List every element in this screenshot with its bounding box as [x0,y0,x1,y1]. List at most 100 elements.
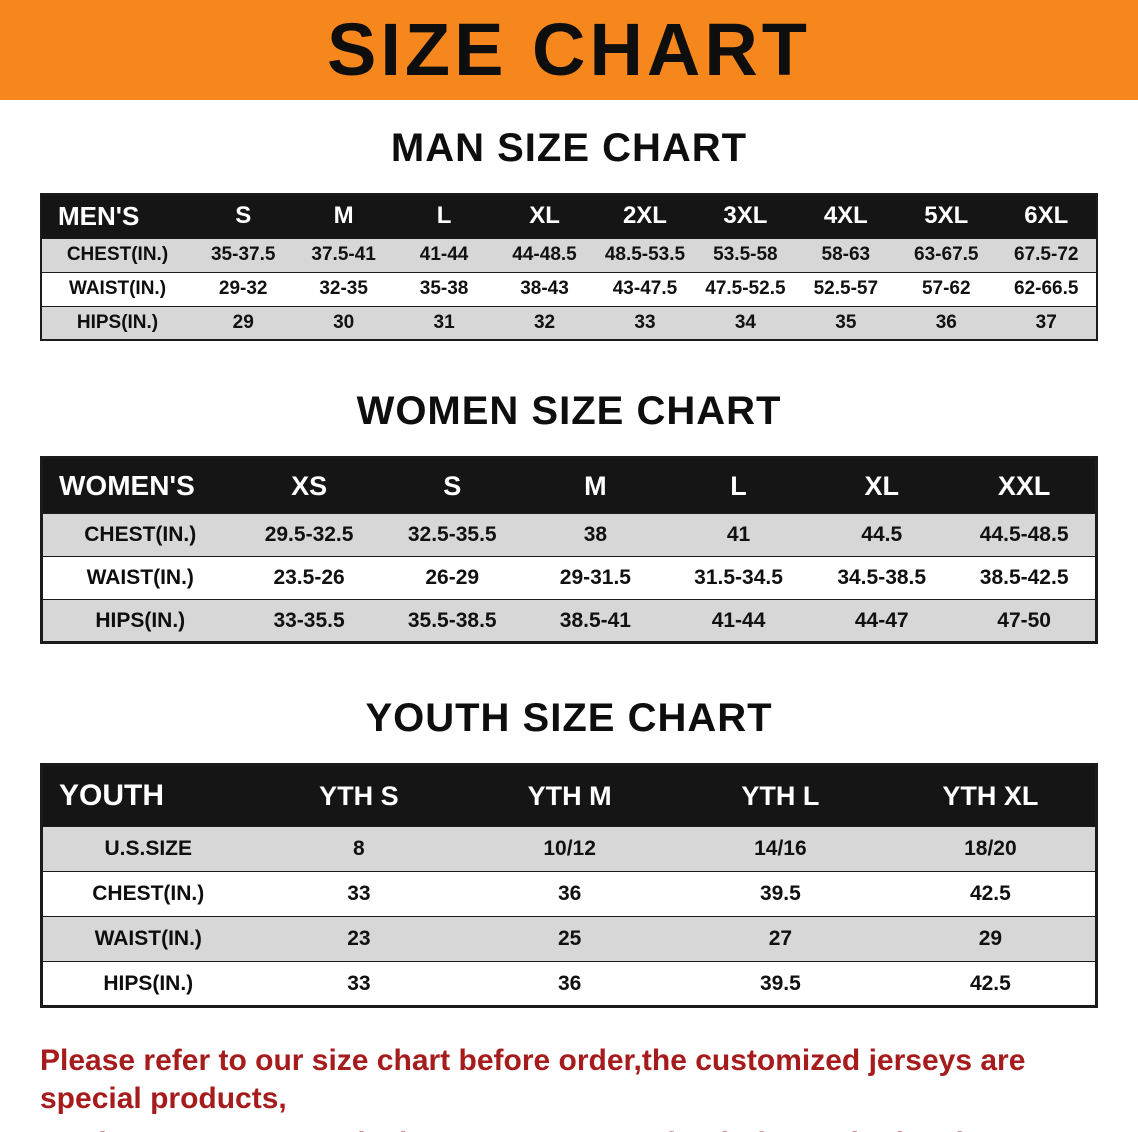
table-corner-label: WOMEN'S [41,457,238,514]
column-header: 3XL [695,194,796,238]
column-header: 4XL [795,194,897,238]
footer-note: Please refer to our size chart before or… [40,1042,1138,1132]
data-cell: 29 [978,927,1003,950]
table-row: WAIST(IN.) 23 25 27 29 [41,916,1097,962]
data-cell: 18/20 [964,837,1017,860]
data-cell: 34.5-38.5 [837,566,927,589]
row-label: HIPS(IN.) [103,971,194,995]
column-header: XL [810,457,954,514]
column-header: 2XL [594,194,696,238]
data-cell: 26-29 [425,566,480,589]
table-corner-label: YOUTH [41,764,254,827]
data-cell: 44-48.5 [512,244,577,265]
data-cell: 57-62 [921,278,971,299]
table-corner-label: MEN'S [41,194,193,238]
column-header: XS [237,457,381,514]
row-label: CHEST(IN.) [84,523,197,546]
data-cell: 29 [232,311,254,333]
column-header: M [293,194,394,238]
banner: SIZE CHART [0,0,1138,100]
data-cell: 29.5-32.5 [264,523,354,546]
men-size-chart-section: MAN SIZE CHART MEN'S S M L XL 2XL 3XL 4XL 5XL 6XL… [0,100,1138,341]
column-header: YTH M [464,764,675,827]
men-chart-title: MAN SIZE CHART [390,126,748,170]
column-header: L [666,457,811,514]
data-cell: 52.5-57 [813,278,879,299]
data-cell: 31 [433,311,455,333]
data-cell: 48.5-53.5 [604,244,686,265]
column-header: XL [494,194,595,238]
row-label: HIPS(IN.) [95,608,186,632]
data-cell: 44-47 [854,608,909,632]
table-row: HIPS(IN.) 33 36 39.5 42.5 [41,961,1097,1007]
data-cell: 47-50 [997,608,1051,632]
data-cell: 23.5-26 [273,566,345,589]
data-cell: 8 [353,837,365,860]
column-header: S [193,194,294,238]
data-cell: 14/16 [754,837,807,860]
column-header: 5XL [896,194,997,238]
data-cell: 32 [533,311,556,333]
data-cell: 37.5-41 [311,244,376,265]
table-row: HIPS(IN.) 29 30 31 32 33 34 35 36 37 [41,306,1097,340]
table-row: CHEST(IN.) 33 36 39.5 42.5 [41,871,1097,917]
column-header: S [380,457,524,514]
data-cell: 31.5-34.5 [694,566,783,589]
data-cell: 25 [557,927,582,950]
row-label: WAIST(IN.) [68,278,167,299]
row-label: U.S.SIZE [104,837,193,860]
data-cell: 27 [768,927,793,950]
table-header-row: MEN'S S M L XL 2XL 3XL 4XL 5XL 6XL [41,194,1097,238]
data-cell: 42.5 [969,882,1011,905]
data-cell: 36 [557,971,582,995]
youth-size-table: YOUTH YTH S YTH M YTH L YTH XL U.S.SIZE 8 10/12… [40,763,1098,1008]
data-cell: 44.5 [861,523,903,546]
column-header: 6XL [996,194,1097,238]
data-cell: 10/12 [543,837,596,860]
data-cell: 41 [726,523,751,546]
column-header: M [523,457,667,514]
data-cell: 32.5-35.5 [407,523,497,546]
row-label: WAIST(IN.) [86,566,194,589]
women-size-table: WOMEN'S XS S M L XL XXL CHEST(IN.) 29.5-32.5 32.5… [40,456,1098,644]
data-cell: 67.5-72 [1014,244,1079,265]
data-cell: 36 [557,882,582,905]
table-row: CHEST(IN.) 29.5-32.5 32.5-35.5 38 41 44.5 44.5… [41,513,1097,557]
data-cell: 32-35 [319,278,368,299]
youth-chart-title: YOUTH SIZE CHART [365,696,773,740]
data-cell: 58-63 [821,244,871,265]
data-cell: 38.5-42.5 [979,566,1069,589]
data-cell: 38 [583,523,608,546]
table-row: HIPS(IN.) 33-35.5 35.5-38.5 38.5-41 41-44 44-… [41,599,1097,643]
data-cell: 34 [734,311,756,333]
data-cell: 62-66.5 [1014,278,1079,299]
youth-size-chart-section: YOUTH SIZE CHART YOUTH YTH S YTH M YTH L YTH… [0,644,1138,1008]
data-cell: 33 [347,971,371,995]
data-cell: 29-31.5 [559,566,631,589]
data-cell: 35 [835,311,857,333]
column-header: YTH XL [885,764,1097,827]
data-cell: 35-37.5 [210,244,276,265]
row-label: HIPS(IN.) [76,311,159,333]
data-cell: 30 [333,311,355,333]
data-cell: 23 [347,927,371,950]
data-cell: 33 [347,882,371,905]
women-size-chart-section: WOMEN SIZE CHART WOMEN'S XS S M L XL XXL CHEST(… [0,341,1138,644]
column-header: XXL [953,457,1097,514]
data-cell: 38.5-41 [559,608,631,632]
table-row: CHEST(IN.) 35-37.5 37.5-41 41-44 44-48.5 48.5… [41,238,1097,272]
data-cell: 47.5-52.5 [705,278,786,299]
data-cell: 43-47.5 [612,278,678,299]
data-cell: 53.5-58 [713,244,778,265]
data-cell: 42.5 [969,971,1011,995]
data-cell: 38-43 [520,278,569,299]
data-cell: 37 [1035,311,1057,333]
row-label: CHEST(IN.) [92,882,205,905]
row-label: WAIST(IN.) [94,927,202,950]
data-cell: 33-35.5 [273,608,345,632]
data-cell: 39.5 [759,882,801,905]
table-row: U.S.SIZE 8 10/12 14/16 18/20 [41,826,1097,872]
table-header-row: YOUTH YTH S YTH M YTH L YTH XL [41,764,1097,827]
data-cell: 44.5-48.5 [979,523,1069,546]
